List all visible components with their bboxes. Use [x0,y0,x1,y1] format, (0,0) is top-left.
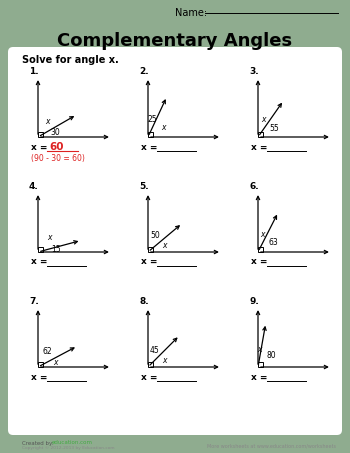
Text: education.com: education.com [52,440,93,445]
Text: x =: x = [31,143,48,151]
Text: 6.: 6. [249,182,259,191]
Bar [258,362,263,367]
Bar [258,247,263,252]
Text: 80: 80 [267,351,276,360]
Text: 30: 30 [50,128,60,137]
Text: Copyright © 2012-2013 by Education.com: Copyright © 2012-2013 by Education.com [22,446,114,450]
Text: 55: 55 [269,124,279,133]
Text: 60: 60 [49,142,63,152]
Text: 1.: 1. [29,67,38,76]
Text: x =: x = [141,143,158,151]
Bar [148,362,153,367]
Text: x: x [45,117,49,126]
Text: More worksheets at www.education.com/worksheets: More worksheets at www.education.com/wor… [207,443,336,448]
Text: x =: x = [251,143,267,151]
Text: 4.: 4. [29,182,39,191]
Text: x: x [257,345,262,354]
Text: Created by:: Created by: [22,440,54,445]
Text: 3.: 3. [249,67,259,76]
Text: x: x [261,116,266,124]
Text: 50: 50 [151,231,161,240]
Text: x =: x = [141,372,158,381]
Text: 62: 62 [42,347,52,356]
Bar [148,247,153,252]
Bar [38,362,43,367]
Text: 7.: 7. [29,297,39,306]
FancyBboxPatch shape [8,47,342,435]
Text: x: x [260,230,265,239]
Text: 45: 45 [150,346,160,355]
Text: 5.: 5. [139,182,149,191]
Text: 15: 15 [51,245,61,254]
Text: 9.: 9. [249,297,259,306]
FancyBboxPatch shape [3,15,347,440]
Text: Complementary Angles: Complementary Angles [57,32,293,50]
Text: x =: x = [31,257,48,266]
Bar [258,132,263,137]
Text: x: x [53,358,58,367]
Text: (90 - 30 = 60): (90 - 30 = 60) [31,154,85,163]
Text: x: x [47,233,51,242]
Text: x =: x = [251,372,267,381]
Text: x: x [161,123,166,132]
Text: x: x [162,356,167,365]
Text: 25: 25 [147,115,157,124]
Bar [38,132,43,137]
Text: Name:: Name: [175,8,207,18]
Text: x =: x = [31,372,48,381]
Text: x =: x = [141,257,158,266]
Text: 8.: 8. [139,297,149,306]
Text: x =: x = [251,257,267,266]
Bar [148,132,153,137]
Text: Solve for angle x.: Solve for angle x. [22,55,119,65]
Text: x: x [163,241,167,251]
Bar [38,247,43,252]
Text: 2.: 2. [139,67,149,76]
Text: 63: 63 [268,238,278,247]
